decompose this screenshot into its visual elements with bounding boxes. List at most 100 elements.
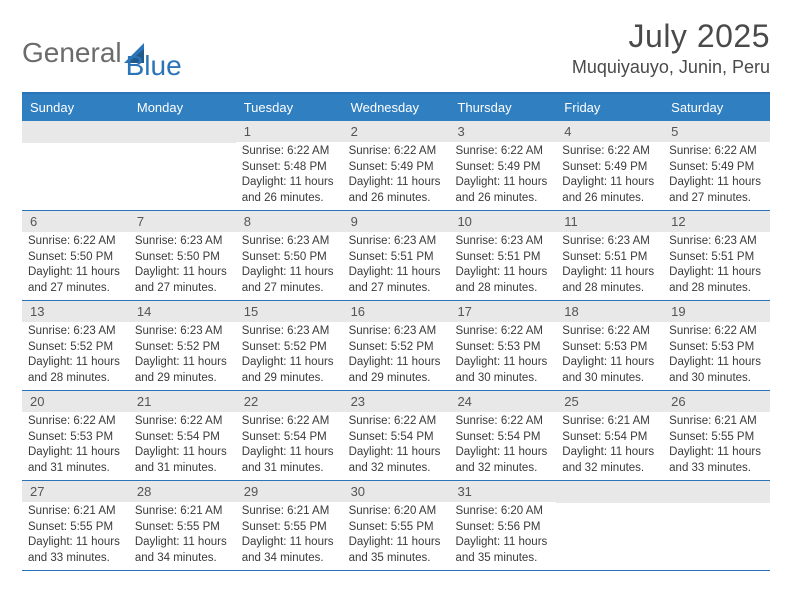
calendar-week: 27 Sunrise: 6:21 AMSunset: 5:55 PMDayligh… — [22, 481, 770, 571]
dow-thursday: Thursday — [449, 94, 556, 121]
sunrise-text: Sunrise: 6:22 AM — [562, 324, 657, 340]
sunset-text: Sunset: 5:54 PM — [349, 430, 444, 446]
day-number — [556, 481, 663, 503]
sunrise-text: Sunrise: 6:22 AM — [242, 144, 337, 160]
day-details: Sunrise: 6:22 AMSunset: 5:53 PMDaylight:… — [556, 322, 663, 390]
sunset-text: Sunset: 5:53 PM — [28, 430, 123, 446]
sunset-text: Sunset: 5:55 PM — [669, 430, 764, 446]
daylight-text: Daylight: 11 hours and 29 minutes. — [135, 355, 230, 386]
day-details: Sunrise: 6:22 AMSunset: 5:49 PMDaylight:… — [556, 142, 663, 210]
calendar-day: 26Sunrise: 6:21 AMSunset: 5:55 PMDayligh… — [663, 391, 770, 480]
daylight-text: Daylight: 11 hours and 28 minutes. — [28, 355, 123, 386]
calendar-day: 17Sunrise: 6:22 AMSunset: 5:53 PMDayligh… — [449, 301, 556, 390]
day-details: Sunrise: 6:23 AMSunset: 5:51 PMDaylight:… — [556, 232, 663, 300]
day-number: 13 — [22, 301, 129, 322]
day-details: Sunrise: 6:22 AMSunset: 5:50 PMDaylight:… — [22, 232, 129, 300]
daylight-text: Daylight: 11 hours and 31 minutes. — [135, 445, 230, 476]
daylight-text: Daylight: 11 hours and 32 minutes. — [349, 445, 444, 476]
day-details: Sunrise: 6:22 AMSunset: 5:54 PMDaylight:… — [236, 412, 343, 480]
calendar-day — [663, 481, 770, 570]
sunset-text: Sunset: 5:50 PM — [135, 250, 230, 266]
location-subtitle: Muquiyauyo, Junin, Peru — [572, 57, 770, 78]
daylight-text: Daylight: 11 hours and 31 minutes. — [242, 445, 337, 476]
sunrise-text: Sunrise: 6:21 AM — [669, 414, 764, 430]
daylight-text: Daylight: 11 hours and 28 minutes. — [669, 265, 764, 296]
daylight-text: Daylight: 11 hours and 29 minutes. — [242, 355, 337, 386]
sunset-text: Sunset: 5:53 PM — [455, 340, 550, 356]
day-number: 2 — [343, 121, 450, 142]
calendar-week: 6Sunrise: 6:22 AMSunset: 5:50 PMDaylight… — [22, 211, 770, 301]
day-details: Sunrise: 6:23 AMSunset: 5:51 PMDaylight:… — [449, 232, 556, 300]
sunrise-text: Sunrise: 6:20 AM — [455, 504, 550, 520]
day-number: 10 — [449, 211, 556, 232]
calendar-day — [129, 121, 236, 210]
calendar-day: 27Sunrise: 6:21 AMSunset: 5:55 PMDayligh… — [22, 481, 129, 570]
calendar-day: 2 Sunrise: 6:22 AMSunset: 5:49 PMDaylight… — [343, 121, 450, 210]
weeks-container: 1Sunrise: 6:22 AMSunset: 5:48 PMDaylight… — [22, 121, 770, 571]
day-number: 18 — [556, 301, 663, 322]
day-number: 6 — [22, 211, 129, 232]
daylight-text: Daylight: 11 hours and 27 minutes. — [242, 265, 337, 296]
daylight-text: Daylight: 11 hours and 35 minutes. — [455, 535, 550, 566]
sunset-text: Sunset: 5:51 PM — [455, 250, 550, 266]
day-details: Sunrise: 6:23 AMSunset: 5:52 PMDaylight:… — [22, 322, 129, 390]
sunrise-text: Sunrise: 6:23 AM — [242, 324, 337, 340]
day-number: 25 — [556, 391, 663, 412]
daylight-text: Daylight: 11 hours and 27 minutes. — [349, 265, 444, 296]
day-details: Sunrise: 6:23 AMSunset: 5:50 PMDaylight:… — [129, 232, 236, 300]
sunrise-text: Sunrise: 6:23 AM — [349, 234, 444, 250]
day-details: Sunrise: 6:22 AMSunset: 5:54 PMDaylight:… — [129, 412, 236, 480]
sunset-text: Sunset: 5:49 PM — [455, 160, 550, 176]
calendar-day: 13Sunrise: 6:23 AMSunset: 5:52 PMDayligh… — [22, 301, 129, 390]
calendar-day: 8Sunrise: 6:23 AMSunset: 5:50 PMDaylight… — [236, 211, 343, 300]
daylight-text: Daylight: 11 hours and 33 minutes. — [28, 535, 123, 566]
calendar-week: 13Sunrise: 6:23 AMSunset: 5:52 PMDayligh… — [22, 301, 770, 391]
page-header: General Blue July 2025 Muquiyauyo, Junin… — [22, 18, 770, 82]
day-number: 3 — [449, 121, 556, 142]
sunset-text: Sunset: 5:54 PM — [455, 430, 550, 446]
dow-sunday: Sunday — [22, 94, 129, 121]
day-details: Sunrise: 6:20 AMSunset: 5:55 PMDaylight:… — [343, 502, 450, 570]
day-details: Sunrise: 6:23 AMSunset: 5:51 PMDaylight:… — [343, 232, 450, 300]
sunrise-text: Sunrise: 6:22 AM — [135, 414, 230, 430]
calendar-day: 16Sunrise: 6:23 AMSunset: 5:52 PMDayligh… — [343, 301, 450, 390]
calendar-day: 31Sunrise: 6:20 AMSunset: 5:56 PMDayligh… — [449, 481, 556, 570]
daylight-text: Daylight: 11 hours and 35 minutes. — [349, 535, 444, 566]
daylight-text: Daylight: 11 hours and 26 minutes. — [349, 175, 444, 206]
day-number — [22, 121, 129, 143]
day-number: 23 — [343, 391, 450, 412]
day-number: 16 — [343, 301, 450, 322]
day-number: 1 — [236, 121, 343, 142]
calendar-day: 20Sunrise: 6:22 AMSunset: 5:53 PMDayligh… — [22, 391, 129, 480]
calendar-day — [556, 481, 663, 570]
calendar-day: 30Sunrise: 6:20 AMSunset: 5:55 PMDayligh… — [343, 481, 450, 570]
day-number: 27 — [22, 481, 129, 502]
calendar-day: 25Sunrise: 6:21 AMSunset: 5:54 PMDayligh… — [556, 391, 663, 480]
sunrise-text: Sunrise: 6:22 AM — [562, 144, 657, 160]
sunset-text: Sunset: 5:49 PM — [349, 160, 444, 176]
sunrise-text: Sunrise: 6:23 AM — [242, 234, 337, 250]
sunset-text: Sunset: 5:53 PM — [669, 340, 764, 356]
day-details: Sunrise: 6:23 AMSunset: 5:52 PMDaylight:… — [129, 322, 236, 390]
sunrise-text: Sunrise: 6:21 AM — [242, 504, 337, 520]
sunset-text: Sunset: 5:54 PM — [562, 430, 657, 446]
day-details: Sunrise: 6:23 AMSunset: 5:51 PMDaylight:… — [663, 232, 770, 300]
sunrise-text: Sunrise: 6:22 AM — [349, 144, 444, 160]
day-details: Sunrise: 6:21 AMSunset: 5:55 PMDaylight:… — [663, 412, 770, 480]
sunrise-text: Sunrise: 6:23 AM — [28, 324, 123, 340]
calendar-day: 22Sunrise: 6:22 AMSunset: 5:54 PMDayligh… — [236, 391, 343, 480]
month-title: July 2025 — [572, 18, 770, 55]
sunrise-text: Sunrise: 6:22 AM — [28, 234, 123, 250]
sunrise-text: Sunrise: 6:23 AM — [349, 324, 444, 340]
calendar-week: 20Sunrise: 6:22 AMSunset: 5:53 PMDayligh… — [22, 391, 770, 481]
calendar-day: 6Sunrise: 6:22 AMSunset: 5:50 PMDaylight… — [22, 211, 129, 300]
day-details: Sunrise: 6:22 AMSunset: 5:54 PMDaylight:… — [343, 412, 450, 480]
day-details: Sunrise: 6:21 AMSunset: 5:55 PMDaylight:… — [236, 502, 343, 570]
calendar-day: 14Sunrise: 6:23 AMSunset: 5:52 PMDayligh… — [129, 301, 236, 390]
sunrise-text: Sunrise: 6:22 AM — [669, 144, 764, 160]
calendar-day: 10Sunrise: 6:23 AMSunset: 5:51 PMDayligh… — [449, 211, 556, 300]
logo-text-general: General — [22, 37, 122, 69]
day-number: 31 — [449, 481, 556, 502]
sunrise-text: Sunrise: 6:23 AM — [455, 234, 550, 250]
day-details: Sunrise: 6:22 AMSunset: 5:49 PMDaylight:… — [663, 142, 770, 210]
